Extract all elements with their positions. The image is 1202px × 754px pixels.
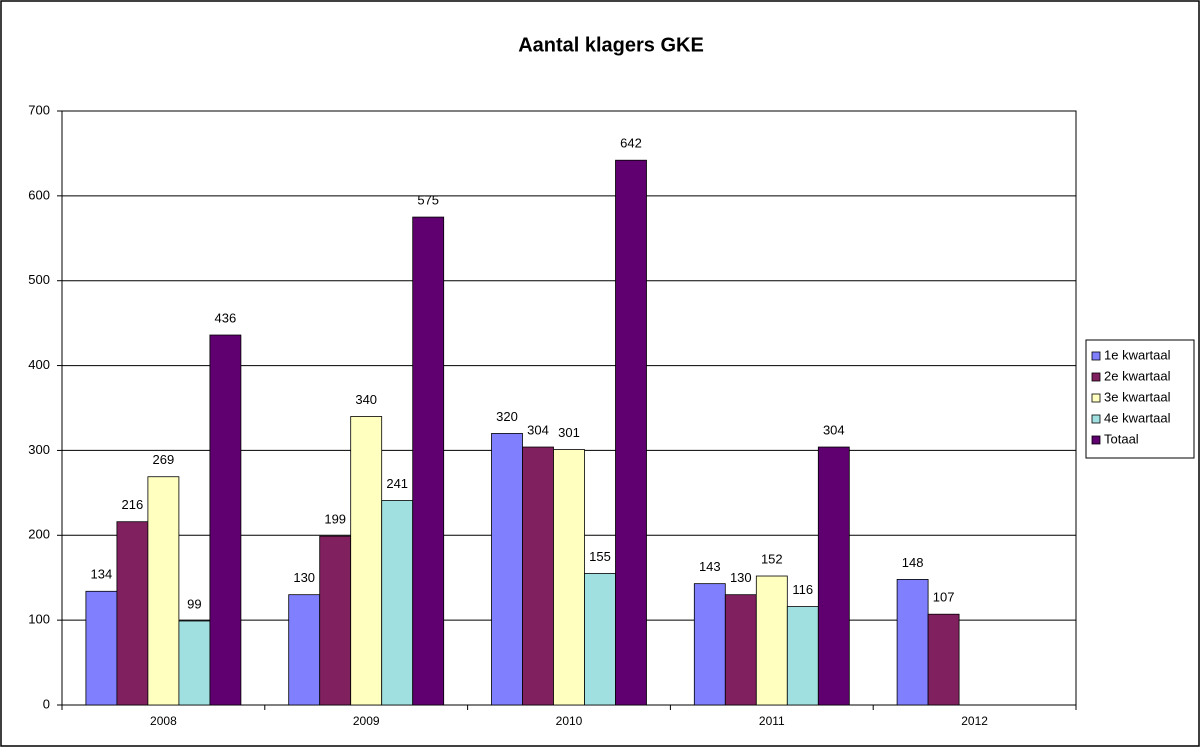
y-tick-label: 300 (28, 442, 50, 457)
bar (147, 476, 180, 706)
y-tick-label: 400 (28, 357, 50, 372)
bar (553, 449, 585, 706)
data-label: 99 (187, 596, 201, 611)
data-label: 304 (527, 422, 549, 437)
legend-label: 3e kwartaal (1104, 389, 1171, 404)
data-label: 340 (355, 392, 377, 407)
bar (584, 573, 616, 706)
data-label: 107 (933, 590, 955, 605)
legend-swatch (1091, 372, 1101, 382)
x-tick-label: 2008 (150, 714, 177, 728)
bar (178, 620, 211, 706)
x-tick-label: 2010 (556, 714, 583, 728)
data-label: 320 (496, 409, 518, 424)
bar (522, 446, 554, 706)
bar (116, 521, 149, 706)
data-label: 130 (730, 570, 752, 585)
data-label: 216 (122, 497, 144, 512)
bar (693, 583, 726, 706)
legend-label: 2e kwartaal (1104, 368, 1171, 383)
x-tick-label: 2012 (961, 714, 988, 728)
data-label: 269 (153, 452, 175, 467)
data-label: 152 (761, 551, 783, 566)
bar (927, 613, 960, 706)
data-label: 199 (324, 512, 346, 527)
x-tick-label: 2011 (759, 714, 785, 728)
data-label: 134 (91, 567, 113, 582)
legend-box (1085, 339, 1195, 459)
data-label: 436 (215, 310, 237, 325)
bar (724, 594, 757, 706)
bar (896, 579, 929, 706)
bar (491, 433, 523, 706)
bar (319, 535, 352, 706)
bar (786, 606, 819, 706)
legend-swatch (1091, 393, 1101, 403)
data-label: 241 (386, 476, 408, 491)
legend-label: Totaal (1104, 431, 1139, 446)
data-label: 148 (902, 555, 924, 570)
bar (350, 416, 383, 706)
legend-swatch (1091, 414, 1101, 424)
bar (85, 590, 118, 706)
y-tick-label: 100 (28, 612, 50, 627)
data-label: 575 (417, 193, 439, 208)
legend-swatch (1091, 435, 1101, 445)
bar (817, 446, 850, 706)
data-label: 130 (293, 570, 315, 585)
bar (412, 216, 445, 706)
legend-swatch (1091, 351, 1101, 361)
bar (381, 500, 414, 706)
y-tick-label: 500 (28, 272, 50, 287)
data-label: 143 (699, 559, 721, 574)
legend-label: 1e kwartaal (1104, 347, 1171, 362)
bar (615, 159, 647, 706)
y-tick-label: 700 (28, 102, 50, 117)
y-tick-label: 600 (28, 187, 50, 202)
bar (755, 575, 788, 706)
data-label: 301 (558, 425, 580, 440)
data-label: 304 (823, 422, 845, 437)
y-tick-label: 200 (28, 527, 50, 542)
legend-label: 4e kwartaal (1104, 410, 1171, 425)
bar (209, 334, 242, 706)
bar (288, 594, 321, 706)
x-tick-label: 2009 (353, 714, 380, 728)
data-label: 155 (589, 549, 611, 564)
data-label: 642 (620, 136, 642, 151)
y-tick-label: 0 (43, 696, 50, 711)
data-label: 116 (792, 582, 813, 597)
chart-title: Aantal klagers GKE (518, 34, 704, 56)
